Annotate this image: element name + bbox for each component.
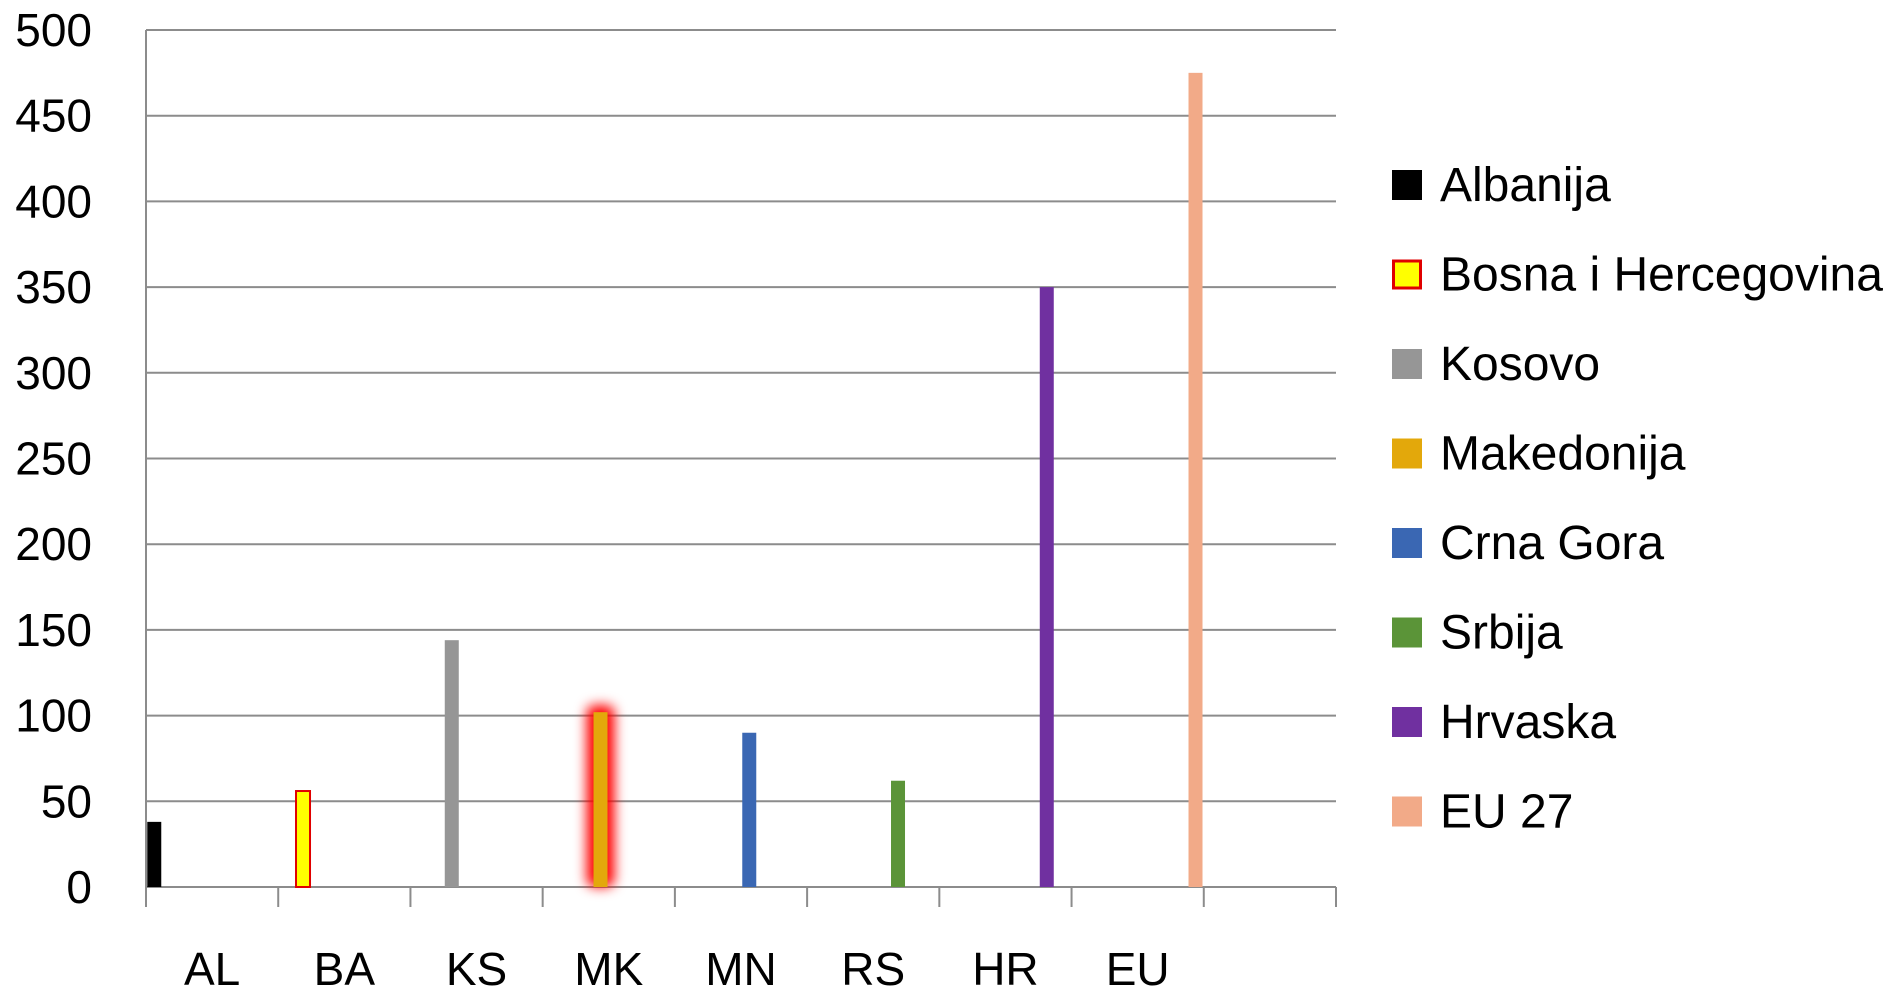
y-tick-label: 450	[15, 90, 92, 142]
legend-swatch	[1392, 259, 1422, 290]
legend-label: Srbija	[1440, 607, 1563, 660]
bar-mn	[742, 732, 757, 887]
y-axis-ticks: 0 50 100 150 200 250 300 350 400 450 500	[15, 4, 92, 913]
legend-label: EU 27	[1440, 786, 1573, 839]
x-axis-ticks: AL BA KS MK MN RS HR EU	[184, 943, 1170, 986]
y-tick-label: 500	[15, 4, 92, 56]
x-tick-label: AL	[184, 943, 240, 986]
bar-al	[147, 821, 162, 887]
legend-swatch	[1392, 528, 1422, 558]
y-tick-label: 150	[15, 604, 92, 656]
legend-swatch	[1392, 349, 1422, 379]
bar-mk	[593, 712, 608, 887]
legend-swatch	[1392, 707, 1422, 737]
bar-eu	[1188, 72, 1203, 888]
x-tick-label: KS	[446, 943, 507, 986]
x-tick-label: EU	[1106, 943, 1170, 986]
axes	[145, 30, 1337, 907]
legend-swatch	[1392, 170, 1422, 200]
legend-label: Makedonija	[1440, 428, 1686, 481]
y-tick-label: 200	[15, 518, 92, 570]
legend-label: Crna Gora	[1440, 517, 1664, 570]
x-tick-label: HR	[972, 943, 1038, 986]
x-tick-label: MK	[574, 943, 643, 986]
gridlines	[146, 29, 1336, 803]
legend-label: Albanija	[1440, 159, 1611, 212]
x-tick-label: BA	[314, 943, 376, 986]
legend: Albanija Bosna i Hercegovina Kosovo Makedon…	[1392, 159, 1883, 839]
y-tick-label: 350	[15, 261, 92, 313]
legend-label: Hrvaska	[1440, 696, 1616, 749]
y-tick-label: 0	[66, 861, 92, 913]
y-tick-label: 100	[15, 690, 92, 742]
y-tick-label: 50	[41, 775, 92, 827]
legend-swatch	[1392, 438, 1422, 469]
bar-rs	[891, 780, 906, 887]
bars	[147, 72, 1203, 888]
bar-ba	[295, 790, 312, 888]
legend-label: Kosovo	[1440, 338, 1600, 391]
bar-ks	[444, 640, 459, 887]
x-tick-label: RS	[841, 943, 905, 986]
y-tick-label: 250	[15, 433, 92, 485]
legend-label: Bosna i Hercegovina	[1440, 249, 1883, 302]
legend-swatch	[1392, 617, 1422, 648]
y-tick-label: 400	[15, 175, 92, 227]
x-tick-label: MN	[705, 943, 777, 986]
y-tick-label: 300	[15, 347, 92, 399]
bar-hr	[1039, 287, 1054, 888]
legend-swatch	[1392, 796, 1422, 827]
